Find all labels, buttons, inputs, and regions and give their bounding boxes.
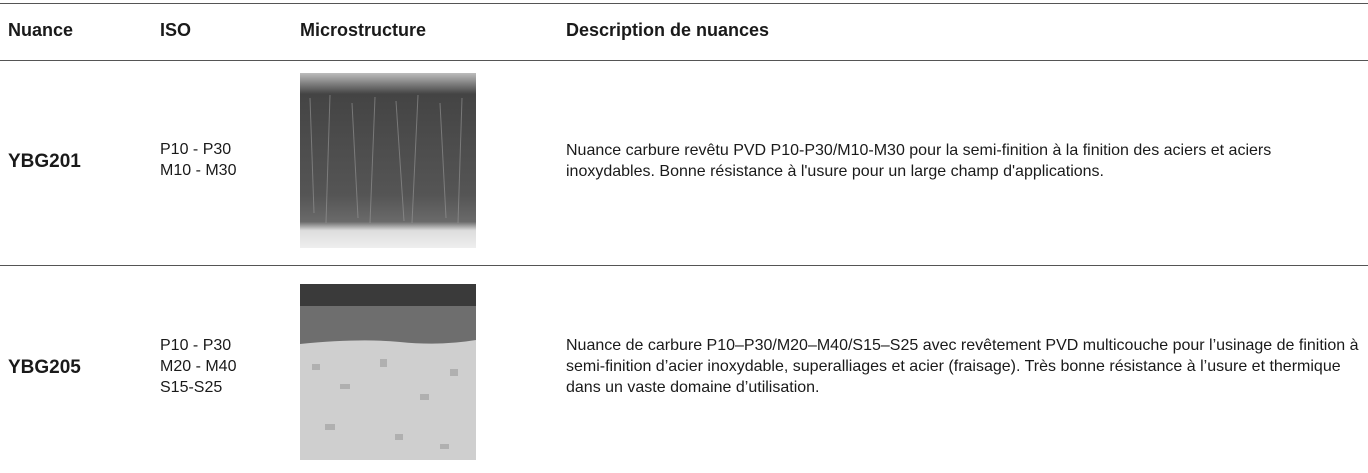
rule	[0, 60, 1368, 61]
nuance: YBG205	[8, 357, 81, 378]
header-cell: ISO	[160, 20, 192, 40]
iso: P10 - P30 M10 - M30	[160, 139, 236, 181]
microstructure-image	[300, 284, 476, 460]
iso-line: S15-S25	[160, 379, 223, 396]
nuance: YBG201	[8, 151, 81, 172]
rule	[0, 265, 1368, 266]
iso-line: M10 - M30	[160, 162, 237, 179]
header-cell: Nuance	[8, 20, 74, 40]
description: Nuance de carbure P10–P30/M20–M40/S15–S2…	[566, 337, 1359, 396]
header-cell: Microstructure	[300, 20, 427, 40]
rule	[0, 3, 1368, 4]
iso-line: P10 - P30	[160, 141, 232, 158]
iso-line: P10 - P30	[160, 337, 232, 354]
iso-line: M20 - M40	[160, 358, 237, 375]
table-row: YBG205 P10 - P30 M20 - M40 S15-S25 Nuanc…	[0, 266, 1368, 473]
description: Nuance carbure revêtu PVD P10-P30/M10-M3…	[566, 142, 1272, 180]
iso: P10 - P30 M20 - M40 S15-S25	[160, 335, 236, 398]
microstructure-image	[300, 73, 476, 248]
header-cell: Description de nuances	[566, 20, 770, 40]
table-row: YBG201 P10 - P30 M10 - M30 Nuance carbur…	[0, 61, 1368, 265]
